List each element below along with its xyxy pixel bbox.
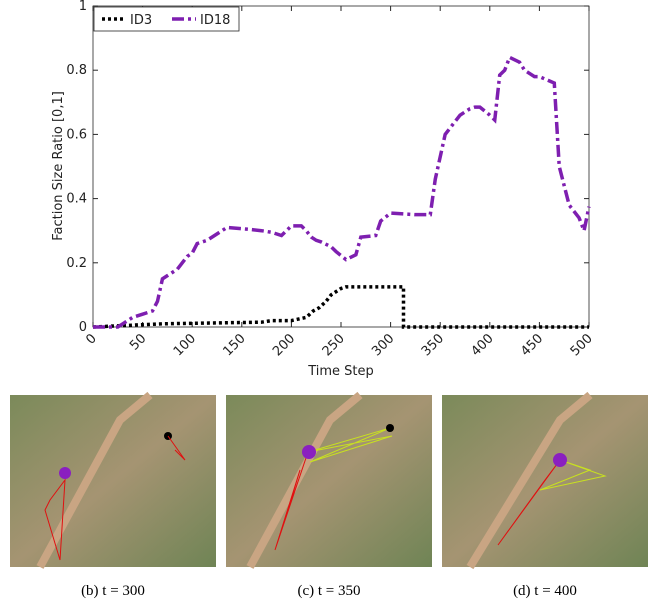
plot-area [92, 5, 590, 328]
x-tick-label: 200 [270, 331, 298, 359]
legend-box [93, 6, 240, 32]
caption: (d) t = 400 [513, 583, 577, 599]
y-tick-label: 0 [79, 320, 87, 335]
panel-d [442, 391, 648, 570]
series-line [93, 54, 591, 329]
x-tick-label: 450 [518, 331, 546, 359]
caption: (b) t = 300 [81, 583, 145, 599]
x-tick-label: 250 [320, 331, 348, 359]
y-tick-label: 0.4 [66, 192, 87, 207]
x-axis-label: Time Step [307, 364, 374, 379]
x-tick-label: 100 [171, 331, 199, 359]
y-tick-label: 0.8 [66, 63, 87, 78]
y-tick-label: 0.6 [66, 127, 87, 142]
x-tick-label: 400 [468, 331, 496, 359]
x-tick-label: 500 [568, 331, 596, 359]
x-tick-label: 150 [220, 331, 248, 359]
panel-b [10, 391, 216, 569]
legend-label: ID3 [130, 13, 152, 28]
x-tick-label: 350 [419, 331, 447, 359]
caption: (c) t = 350 [297, 583, 360, 599]
y-tick-label: 0.2 [66, 256, 87, 271]
legend-label: ID18 [200, 13, 230, 28]
series-line [92, 285, 589, 329]
y-tick-label: 1 [79, 0, 87, 14]
x-tick-label: 50 [127, 331, 149, 353]
x-tick-label: 0 [83, 331, 99, 347]
panel-c [226, 391, 432, 569]
x-tick-label: 300 [369, 331, 397, 359]
y-axis-label: Faction Size Ratio [0,1] [51, 91, 66, 241]
